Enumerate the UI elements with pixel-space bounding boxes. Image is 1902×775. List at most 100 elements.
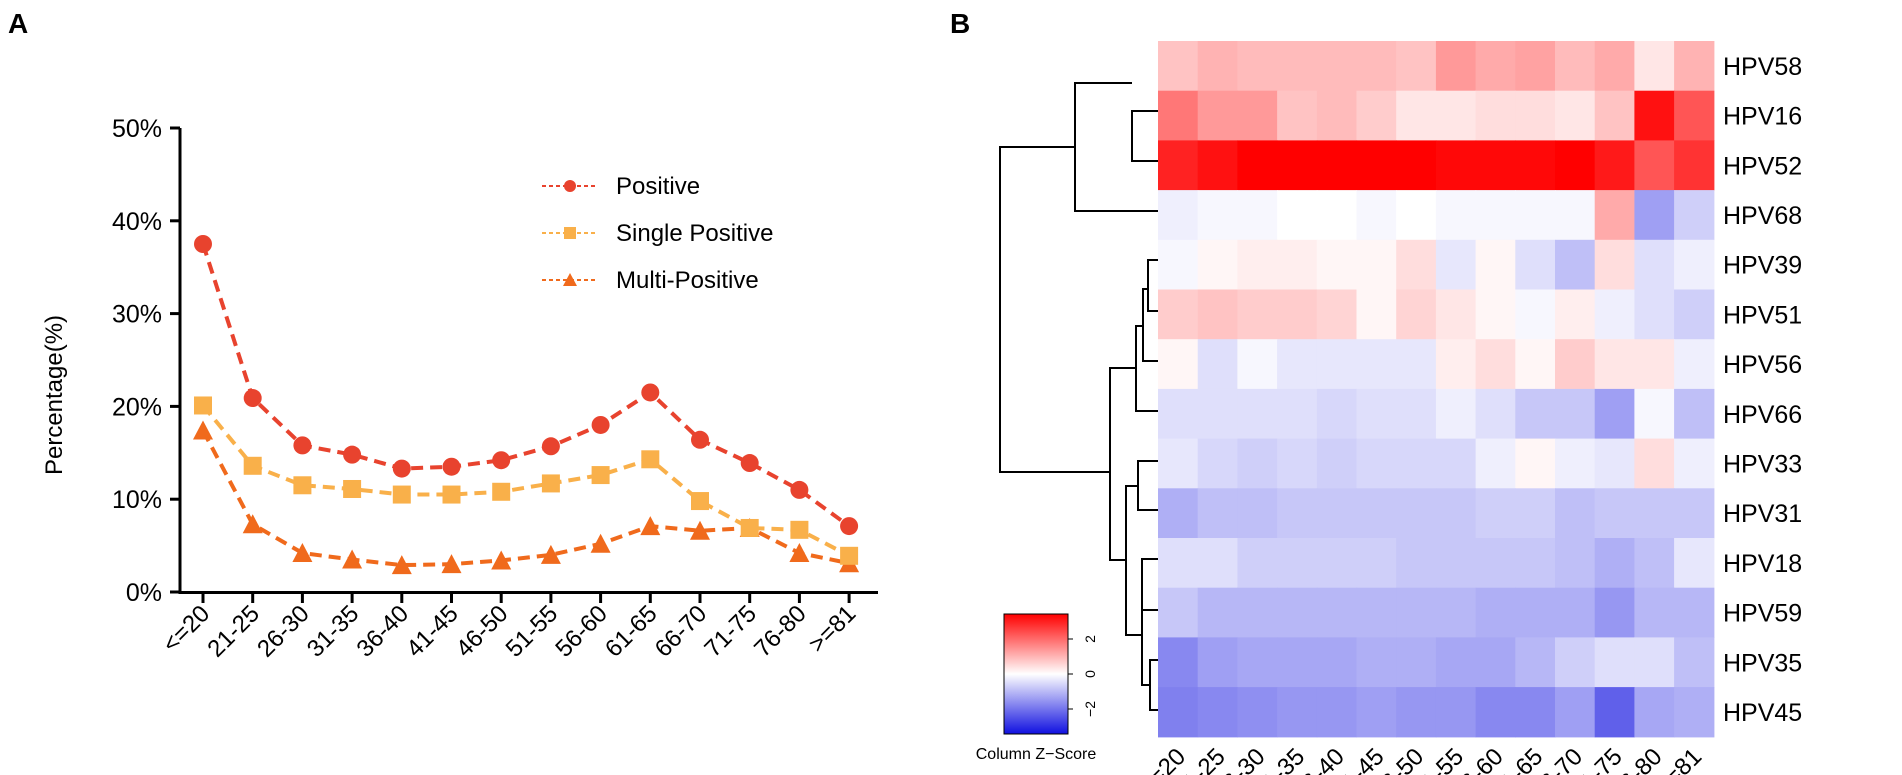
heatmap-cell	[1515, 538, 1556, 589]
heatmap-cell	[1197, 438, 1238, 489]
heatmap-cell	[1396, 289, 1437, 340]
x-tick-label: 36-40	[352, 600, 415, 663]
heatmap-cell	[1594, 538, 1635, 589]
heatmap-row-labels: HPV58 HPV16 HPV52 HPV68 HPV39 HPV51 HPV56 HPV66…	[1723, 53, 1802, 727]
y-axis-ticks: 0% 10% 20% 30% 40% 50%	[112, 115, 180, 607]
heatmap-cell	[1515, 239, 1556, 291]
column-label: <=20	[1133, 743, 1191, 775]
heatmap-cell	[1158, 41, 1199, 92]
heatmap-cell	[1237, 41, 1278, 92]
heatmap-cell	[1316, 488, 1358, 539]
row-label: HPV59	[1723, 600, 1802, 628]
heatmap-cell	[1435, 587, 1477, 638]
heatmap-cell	[1396, 538, 1437, 589]
heatmap-cell	[1396, 239, 1437, 291]
heatmap-cell	[1435, 388, 1477, 440]
y-tick-label: 0%	[126, 579, 162, 607]
heatmap-cell	[1277, 687, 1318, 738]
heatmap-cell	[1435, 538, 1477, 589]
dendrogram-branch	[999, 146, 1110, 473]
data-point	[293, 476, 312, 495]
heatmap-cell	[1594, 587, 1635, 638]
row-label: HPV35	[1723, 649, 1802, 677]
heatmap-cell	[1277, 239, 1318, 291]
heatmap-cell	[1197, 190, 1238, 241]
heatmap-cell	[1356, 289, 1397, 340]
data-point	[194, 396, 212, 415]
heatmap-cell	[1396, 637, 1437, 688]
heatmap-cell	[1277, 90, 1318, 141]
heatmap-cell	[1277, 488, 1318, 539]
heatmap-cell	[1237, 488, 1278, 539]
heatmap-cell	[1158, 90, 1199, 141]
heatmap-cell	[1356, 538, 1397, 589]
heatmap-cell	[1515, 41, 1556, 92]
data-point	[292, 543, 313, 563]
heatmap-cell	[1634, 538, 1675, 589]
heatmap-cell	[1277, 41, 1318, 92]
heatmap-cell	[1158, 637, 1199, 688]
heatmap-cell	[1475, 388, 1516, 440]
heatmap-cell	[1555, 90, 1596, 141]
colorbar-tick-label: 0	[1082, 670, 1098, 678]
heatmap-cell	[1197, 637, 1238, 688]
heatmap-cell	[1634, 239, 1675, 291]
heatmap-cell	[1435, 140, 1477, 191]
panel-a-line-chart: A Percentage(%) 0% 10% 20% 30% 40% 50% <=2021…	[8, 8, 878, 663]
heatmap-cell	[1197, 339, 1238, 390]
panel-b-label: B	[950, 8, 970, 39]
data-point	[740, 518, 759, 537]
heatmap-cell	[1634, 687, 1675, 738]
x-tick-label: 51-55	[501, 600, 564, 663]
heatmap-cell	[1316, 587, 1358, 638]
row-label: HPV31	[1723, 500, 1802, 528]
data-point	[641, 383, 660, 402]
heatmap-column-labels: <=2021-2526-3031-3536-4041-4546-5051-555…	[1133, 743, 1707, 775]
heatmap-cell	[1475, 538, 1516, 589]
x-tick-label: 76-80	[749, 600, 812, 663]
heatmap-cell	[1237, 289, 1278, 340]
heatmap-cell	[1316, 239, 1358, 291]
heatmap-cell	[1396, 388, 1437, 440]
heatmap-cell	[1158, 587, 1199, 638]
data-point	[790, 520, 809, 539]
heatmap-cell	[1197, 388, 1238, 440]
dendrogram-branch	[1074, 82, 1158, 212]
heatmap-cell	[1277, 339, 1318, 390]
heatmap-cell	[1396, 687, 1437, 738]
heatmap-cell	[1435, 289, 1477, 340]
heatmap-cell	[1674, 488, 1715, 539]
x-tick-label: 26-30	[252, 600, 315, 663]
heatmap-cell	[1555, 637, 1596, 688]
x-tick-label: 31-35	[302, 600, 365, 663]
heatmap-cell	[1555, 538, 1596, 589]
row-label: HPV58	[1723, 53, 1802, 81]
heatmap-cell	[1555, 339, 1596, 390]
heatmap-cell	[1356, 488, 1397, 539]
data-point	[564, 227, 576, 239]
heatmap-cell	[1396, 339, 1437, 390]
heatmap-cell	[1158, 438, 1199, 489]
x-axis-ticks: <=2021-2526-3031-3536-4041-4546-5051-555…	[157, 592, 861, 663]
heatmap-cell	[1594, 289, 1635, 340]
x-tick-label: >=81	[804, 600, 862, 658]
heatmap-cell	[1316, 190, 1358, 241]
x-tick-label: <=20	[157, 600, 215, 658]
dendrogram-branch	[1135, 325, 1158, 412]
heatmap-cell	[1237, 438, 1278, 489]
heatmap-cell	[1674, 587, 1715, 638]
heatmap-cell	[1475, 438, 1516, 489]
heatmap-cell	[1277, 190, 1318, 241]
heatmap-cell	[1515, 289, 1556, 340]
heatmap-cell	[1237, 587, 1278, 638]
y-tick-label: 40%	[112, 208, 162, 236]
data-point	[641, 450, 660, 469]
heatmap-cell	[1634, 41, 1675, 92]
heatmap-cell	[1594, 488, 1635, 539]
heatmap-cell	[1396, 190, 1437, 241]
heatmap-cell	[1316, 339, 1358, 390]
row-label: HPV39	[1723, 252, 1802, 280]
heatmap-cell	[1594, 388, 1635, 440]
data-point	[563, 273, 577, 286]
heatmap-cell	[1158, 190, 1199, 241]
